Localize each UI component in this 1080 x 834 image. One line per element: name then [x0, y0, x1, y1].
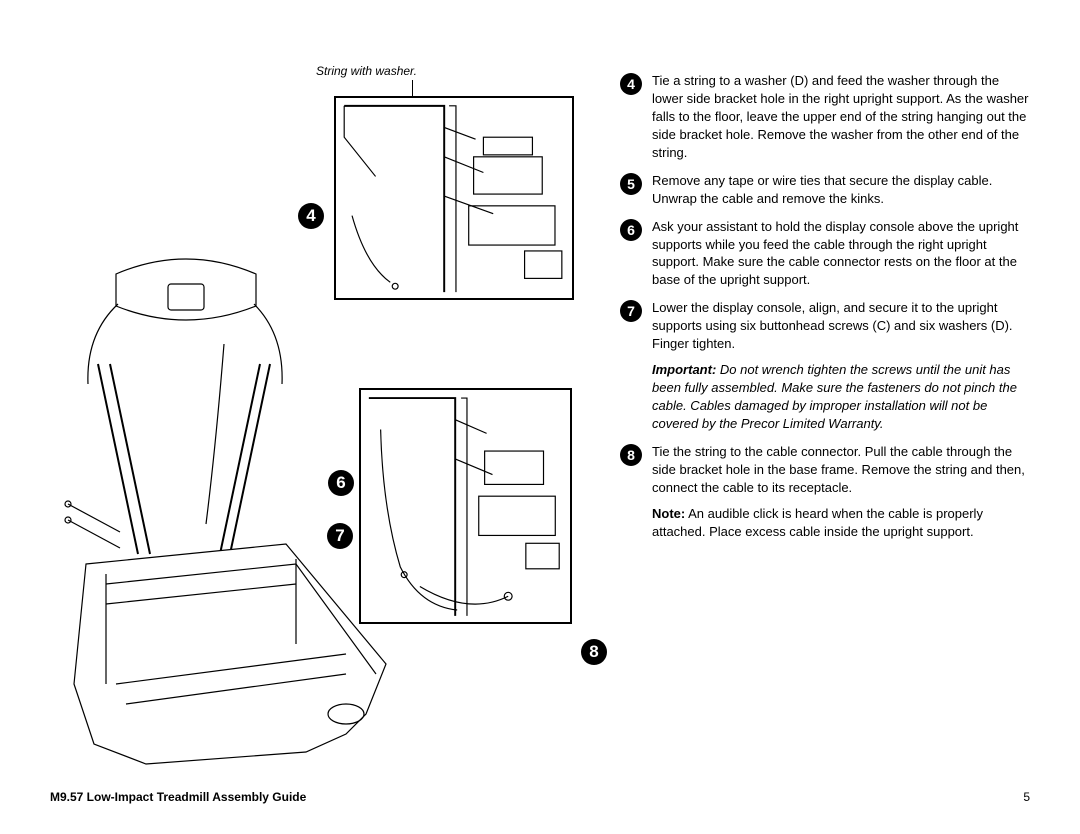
footer-title: M9.57 Low-Impact Treadmill Assembly Guid… [50, 790, 306, 804]
step-text-8: Tie the string to the cable connector. P… [652, 443, 1030, 541]
footer-page-number: 5 [1023, 790, 1030, 804]
step-5: 5 Remove any tape or wire ties that secu… [620, 172, 1030, 208]
step-7-body: Lower the display console, align, and se… [652, 300, 1013, 351]
step-badge-8: 8 [620, 444, 642, 466]
step-badge-4: 4 [620, 73, 642, 95]
caption-string-with-washer: String with washer. [316, 64, 417, 78]
step-8-note-label: Note: [652, 506, 685, 521]
step-badge-6: 6 [620, 219, 642, 241]
step-text-4: Tie a string to a washer (D) and feed th… [652, 72, 1030, 162]
step-8: 8 Tie the string to the cable connector.… [620, 443, 1030, 541]
step-badge-7: 7 [620, 300, 642, 322]
figure-callout-8: 8 [581, 639, 607, 665]
step-6: 6 Ask your assistant to hold the display… [620, 218, 1030, 290]
step-text-5: Remove any tape or wire ties that secure… [652, 172, 1030, 208]
page-footer: M9.57 Low-Impact Treadmill Assembly Guid… [50, 790, 1030, 804]
step-4: 4 Tie a string to a washer (D) and feed … [620, 72, 1030, 162]
main-treadmill-drawing [46, 244, 401, 774]
step-8-note: An audible click is heard when the cable… [652, 506, 983, 539]
treadmill-sketch [46, 244, 401, 774]
step-badge-5: 5 [620, 173, 642, 195]
step-8-body: Tie the string to the cable connector. P… [652, 444, 1025, 495]
step-7: 7 Lower the display console, align, and … [620, 299, 1030, 433]
figure-callout-7: 7 [327, 523, 353, 549]
figure-area: String with washer. [46, 64, 601, 774]
step-text-6: Ask your assistant to hold the display c… [652, 218, 1030, 290]
step-7-important-label: Important: [652, 362, 716, 377]
steps-column: 4 Tie a string to a washer (D) and feed … [620, 72, 1030, 551]
step-text-7: Lower the display console, align, and se… [652, 299, 1030, 433]
figure-callout-6: 6 [328, 470, 354, 496]
figure-callout-4: 4 [298, 203, 324, 229]
